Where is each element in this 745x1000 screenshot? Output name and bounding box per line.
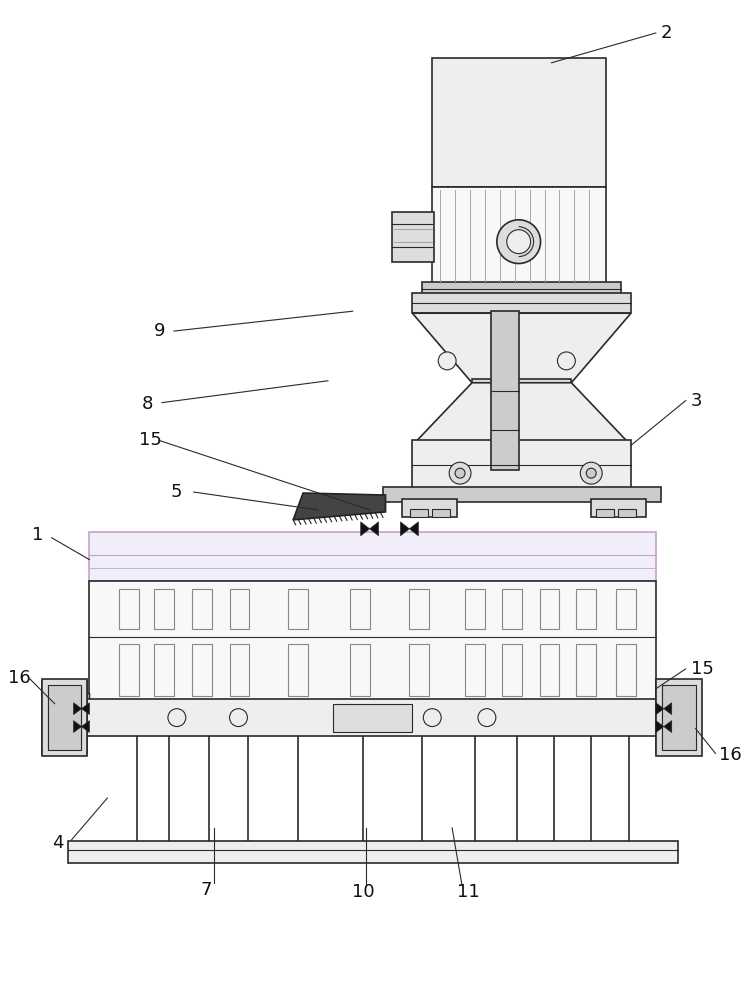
Bar xyxy=(48,686,81,749)
Polygon shape xyxy=(413,313,631,383)
Bar xyxy=(410,589,429,629)
Circle shape xyxy=(455,468,465,478)
Polygon shape xyxy=(361,522,370,536)
Bar xyxy=(154,589,174,629)
Bar xyxy=(502,644,522,696)
Circle shape xyxy=(449,462,471,484)
Polygon shape xyxy=(81,703,89,715)
Polygon shape xyxy=(664,703,672,715)
Bar xyxy=(191,644,212,696)
Bar xyxy=(191,589,212,629)
Text: 7: 7 xyxy=(200,881,212,899)
Bar xyxy=(432,509,450,517)
Polygon shape xyxy=(401,522,410,536)
Polygon shape xyxy=(410,522,419,536)
Bar xyxy=(402,499,457,517)
Bar xyxy=(119,589,139,629)
Bar xyxy=(577,644,596,696)
Text: 2: 2 xyxy=(661,24,672,42)
Bar xyxy=(491,311,519,470)
Bar xyxy=(333,704,413,732)
Bar xyxy=(349,644,370,696)
Polygon shape xyxy=(42,681,89,704)
Bar xyxy=(410,644,429,696)
Circle shape xyxy=(580,462,602,484)
Circle shape xyxy=(497,220,541,264)
Bar xyxy=(89,532,656,581)
Polygon shape xyxy=(656,721,664,733)
Bar xyxy=(577,589,596,629)
Circle shape xyxy=(586,468,596,478)
Bar xyxy=(616,644,636,696)
Polygon shape xyxy=(413,383,631,445)
Bar xyxy=(662,685,696,750)
Bar xyxy=(592,499,646,517)
Bar xyxy=(288,589,308,629)
Text: 9: 9 xyxy=(154,322,165,340)
Text: 5: 5 xyxy=(171,483,183,501)
Polygon shape xyxy=(656,681,702,704)
Text: 8: 8 xyxy=(142,395,153,413)
Polygon shape xyxy=(656,703,664,715)
Bar xyxy=(662,686,690,749)
Text: 11: 11 xyxy=(457,883,480,901)
Bar xyxy=(502,589,522,629)
Bar xyxy=(539,589,559,629)
Bar xyxy=(349,589,370,629)
Bar xyxy=(472,379,571,391)
Bar xyxy=(154,644,174,696)
Polygon shape xyxy=(664,721,672,733)
Text: 16: 16 xyxy=(720,746,742,764)
Bar xyxy=(48,685,81,750)
Polygon shape xyxy=(74,721,81,733)
Bar xyxy=(616,589,636,629)
Bar xyxy=(229,589,250,629)
Circle shape xyxy=(438,352,456,370)
Bar xyxy=(465,644,485,696)
Bar xyxy=(393,212,434,262)
Polygon shape xyxy=(293,493,386,520)
Bar xyxy=(596,509,614,517)
Bar xyxy=(42,681,87,754)
Text: 10: 10 xyxy=(352,883,375,901)
Text: 1: 1 xyxy=(32,526,43,544)
Bar xyxy=(413,293,631,313)
Text: 16: 16 xyxy=(8,669,31,687)
Bar xyxy=(465,589,485,629)
Bar xyxy=(68,699,678,736)
Bar xyxy=(432,187,606,286)
Bar xyxy=(410,509,428,517)
Bar xyxy=(618,509,636,517)
Polygon shape xyxy=(370,522,378,536)
Polygon shape xyxy=(74,703,81,715)
Bar xyxy=(383,487,661,502)
Circle shape xyxy=(557,352,575,370)
Bar xyxy=(656,679,702,756)
Bar xyxy=(119,644,139,696)
Bar xyxy=(656,681,696,754)
Bar xyxy=(413,440,631,490)
Text: 4: 4 xyxy=(51,834,63,852)
Bar xyxy=(539,644,559,696)
Bar xyxy=(422,282,621,297)
Text: 15: 15 xyxy=(139,431,162,449)
Bar xyxy=(229,644,250,696)
Bar xyxy=(89,581,656,704)
Bar xyxy=(68,841,678,863)
Polygon shape xyxy=(81,721,89,733)
Bar xyxy=(432,58,606,187)
Text: 15: 15 xyxy=(691,660,714,678)
Text: 3: 3 xyxy=(691,392,702,410)
Bar xyxy=(288,644,308,696)
Circle shape xyxy=(507,230,530,254)
Bar xyxy=(42,679,87,756)
